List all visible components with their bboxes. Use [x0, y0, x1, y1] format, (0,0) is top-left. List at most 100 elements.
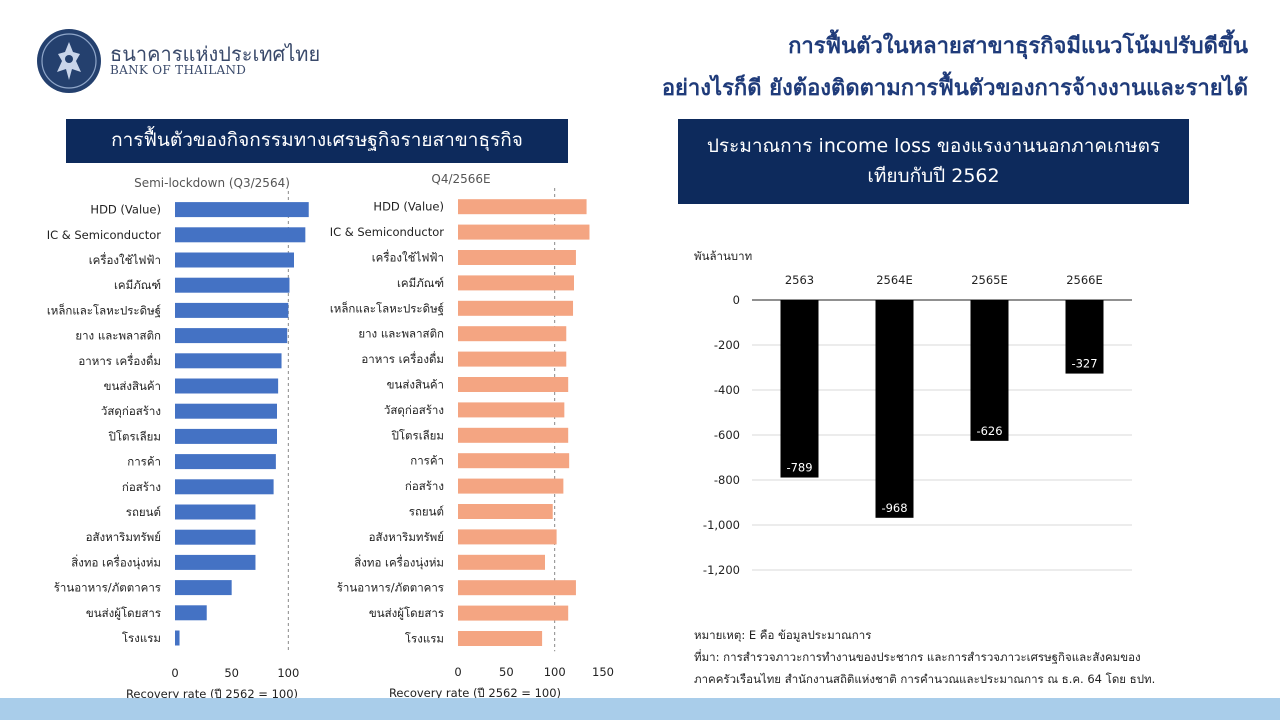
- note-line-3: ภาคครัวเรือนไทย สำนักงานสถิติแห่งชาติ กา…: [694, 672, 1156, 686]
- chart3-tick-label: -600: [714, 428, 740, 442]
- chart2-category-label: สิ่งทอ เครื่องนุ่งห่ม: [354, 554, 444, 569]
- chart2-tick-label: 0: [454, 665, 461, 679]
- chart3-data-label: -327: [1071, 357, 1097, 371]
- chart1-bar: [175, 202, 309, 218]
- left-panel-title-text: การฟื้นตัวของกิจกรรมทางเศรษฐกิจรายสาขาธุ…: [111, 129, 523, 152]
- chart1-category-label: เครื่องใช้ไฟฟ้า: [89, 252, 161, 267]
- chart1-bar: [175, 428, 277, 444]
- chart2-category-label: การค้า: [410, 454, 444, 468]
- chart1-category-label: เคมีภัณฑ์: [114, 278, 161, 292]
- chart1-bar: [175, 454, 276, 470]
- chart1-bar: [175, 605, 207, 621]
- chart3-category-label: 2564E: [876, 273, 913, 287]
- chart3-bar: [970, 300, 1009, 441]
- bottom-band: [0, 698, 1280, 720]
- notes: หมายเหตุ: E คือ ข้อมูลประมาณการ ที่มา: ก…: [694, 624, 1254, 690]
- chart2-bar: [458, 326, 567, 342]
- chart3-tick-label: -800: [714, 473, 740, 487]
- bot-logo: [37, 29, 101, 93]
- chart2-category-label: เหล็กและโลหะประดิษฐ์: [330, 300, 444, 315]
- chart1-bar: [175, 328, 288, 344]
- chart2-category-label: ร้านอาหาร/ภัตตาคาร: [337, 581, 444, 595]
- chart2-tick-label: 150: [592, 665, 614, 679]
- chart2-bar: [458, 529, 557, 545]
- chart2-tick-label: 50: [499, 665, 514, 679]
- chart3-data-label: -626: [976, 424, 1002, 438]
- chart1-x-axis-label: Recovery rate (ปี 2562 = 100): [126, 687, 298, 701]
- chart1-category-label: IC & Semiconductor: [47, 228, 162, 242]
- chart2-bar: [458, 605, 569, 621]
- chart1-category-label: ปิโตรเลียม: [108, 429, 161, 443]
- chart3-tick-label: -1,200: [703, 563, 740, 577]
- chart2-bar: [458, 504, 553, 519]
- chart2-category-label: ยาง และพลาสติก: [358, 327, 444, 341]
- chart1-tick-label: 50: [224, 666, 239, 680]
- chart2-bar: [458, 275, 574, 291]
- chart1-category-label: ขนส่งสินค้า: [104, 379, 161, 393]
- chart2-category-label: ขนส่งผู้โดยสาร: [369, 606, 444, 620]
- chart1-category-label: การค้า: [127, 455, 161, 469]
- chart2-tick-label: 100: [544, 665, 566, 679]
- chart1-bar: [175, 227, 306, 243]
- chart2-bar: [458, 402, 565, 418]
- headline-line-2: อย่างไรก็ดี ยังต้องติดตามการฟื้นตัวของกา…: [661, 76, 1248, 101]
- chart1-category-label: รถยนต์: [126, 505, 161, 519]
- chart1-bar: [175, 353, 282, 369]
- chart2-bar: [458, 427, 569, 443]
- right-panel-title-line-2: เทียบกับปี 2562: [867, 164, 1000, 187]
- chart3-data-label: -789: [786, 461, 812, 475]
- chart2-bar: [458, 478, 564, 494]
- chart2-category-label: HDD (Value): [373, 200, 444, 214]
- chart2-bar: [458, 554, 545, 570]
- chart3-category-label: 2565E: [971, 273, 1008, 287]
- chart3-tick-label: 0: [733, 293, 740, 307]
- chart1-category-label: สิ่งทอ เครื่องนุ่งห่ม: [71, 554, 161, 569]
- chart1-bar: [175, 277, 290, 293]
- headline-line-1: การฟื้นตัวในหลายสาขาธุรกิจมีแนวโน้มปรับด…: [788, 34, 1248, 59]
- chart2-bar: [458, 300, 574, 316]
- chart1-bar: [175, 580, 232, 596]
- chart2-title: Q4/2566E: [431, 172, 490, 186]
- chart1-bar: [175, 252, 294, 268]
- chart1-category-label: วัสดุก่อสร้าง: [101, 404, 161, 418]
- chart2-category-label: โรงแรม: [405, 632, 444, 646]
- org-name-en: BANK OF THAILAND: [110, 63, 247, 77]
- right-panel-title: ประมาณการ income loss ของแรงงานนอกภาคเกษ…: [678, 119, 1189, 204]
- chart1-bar: [175, 302, 289, 318]
- chart3-bar: [780, 300, 819, 478]
- note-line-1: หมายเหตุ: E คือ ข้อมูลประมาณการ: [694, 628, 872, 642]
- chart2-category-label: อสังหาริมทรัพย์: [369, 530, 444, 544]
- chart2-category-label: วัสดุก่อสร้าง: [384, 403, 444, 417]
- chart2-category-label: IC & Semiconductor: [330, 225, 445, 239]
- chart2-bar: [458, 199, 587, 215]
- chart2-category-label: เครื่องใช้ไฟฟ้า: [372, 250, 444, 265]
- chart2-bar: [458, 631, 543, 646]
- chart1-bar: [175, 529, 256, 545]
- chart3-category-label: 2563: [785, 273, 814, 287]
- chart1-category-label: ขนส่งผู้โดยสาร: [86, 606, 161, 620]
- chart2-category-label: ก่อสร้าง: [405, 479, 444, 493]
- chart1-category-label: ร้านอาหาร/ภัตตาคาร: [54, 581, 161, 595]
- chart1-category-label: เหล็กและโลหะประดิษฐ์: [47, 302, 161, 317]
- note-line-2: ที่มา: การสำรวจภาวะการทำงานของประชากร แล…: [694, 650, 1141, 664]
- chart2-bar: [458, 250, 576, 265]
- chart3-bar: [1065, 300, 1104, 374]
- chart2-category-label: รถยนต์: [409, 505, 444, 519]
- chart1-tick-label: 0: [171, 666, 178, 680]
- chart1-category-label: อาหาร เครื่องดื่ม: [78, 353, 161, 368]
- chart2-bar: [458, 377, 569, 392]
- chart3-bar: [875, 300, 914, 518]
- chart1-category-label: ยาง และพลาสติก: [75, 329, 161, 343]
- chart1-bar: [175, 554, 256, 570]
- org-name-th: ธนาคารแห่งประเทศไทย: [110, 42, 321, 66]
- chart1-bar: [175, 504, 256, 520]
- chart2-bar: [458, 453, 570, 469]
- chart3-tick-label: -1,000: [703, 518, 740, 532]
- chart3-tick-label: -200: [714, 338, 740, 352]
- chart1-bar: [175, 403, 277, 419]
- chart1-bar: [175, 479, 274, 495]
- chart2-category-label: เคมีภัณฑ์: [397, 276, 444, 290]
- chart1-tick-label: 100: [277, 666, 299, 680]
- chart1-title: Semi-lockdown (Q3/2564): [134, 176, 290, 190]
